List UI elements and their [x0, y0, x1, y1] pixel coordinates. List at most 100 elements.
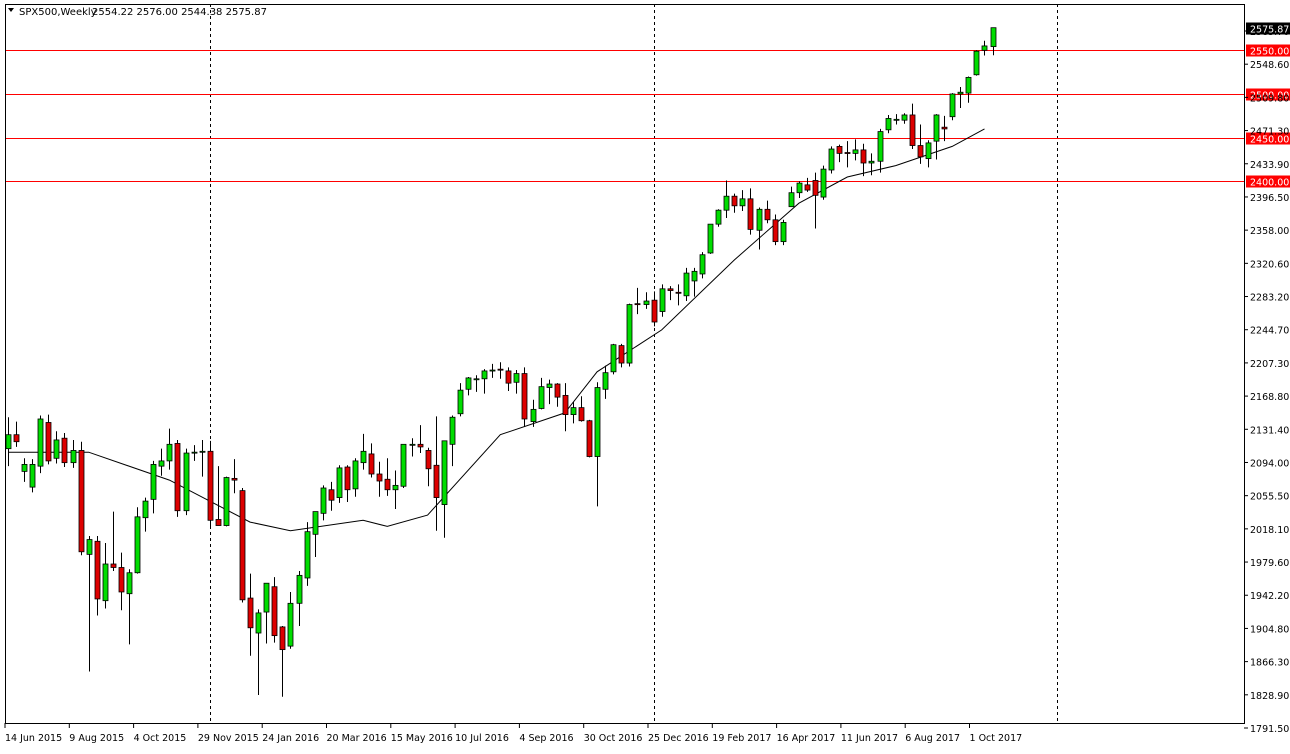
candle-body [651, 299, 658, 323]
candle-body [691, 270, 698, 282]
candle-body [530, 408, 537, 422]
candle-body [5, 434, 12, 450]
price-level-label-bg [1246, 132, 1290, 145]
candle-body [901, 114, 908, 121]
candle-body [166, 443, 173, 462]
candle-body [909, 114, 916, 146]
candle-body [860, 149, 867, 164]
price-level-label: 2450.00 [1250, 135, 1289, 146]
candle-body [699, 254, 706, 275]
candle-body [417, 443, 424, 448]
y-tick-label: 1942.20 [1250, 591, 1289, 602]
candle-body [634, 303, 641, 306]
candle-body [618, 345, 625, 364]
x-tick-label: 19 Feb 2017 [712, 733, 771, 744]
candle-body [86, 539, 93, 555]
candle-body [449, 416, 456, 445]
candle-body [489, 369, 496, 372]
candle-body [756, 208, 763, 231]
candle-body [570, 407, 577, 416]
candle-body [183, 452, 190, 512]
candle-body [457, 389, 464, 415]
price-level-label-bg [1246, 88, 1290, 101]
candle-body [231, 477, 238, 481]
candle-body [215, 519, 222, 526]
candle-body [538, 386, 545, 409]
candle-body [852, 149, 859, 154]
moving-average-line [8, 128, 985, 532]
candle-body [29, 464, 36, 488]
candles [5, 27, 997, 697]
price-level-label: 2500.00 [1250, 91, 1289, 102]
current-price-label-bg [1246, 22, 1290, 35]
y-tick-label: 2018.10 [1250, 525, 1289, 536]
symbol-dropdown-icon[interactable] [8, 8, 14, 12]
horizontal-lines: 2550.00 2500.00 2450.00 2400.00 [5, 44, 1290, 189]
y-tick-label: 1791.50 [1250, 724, 1289, 735]
candle-body [142, 500, 149, 519]
y-tick-label: 2055.50 [1250, 492, 1289, 503]
candle-body [336, 467, 343, 499]
candle-body [610, 344, 617, 373]
y-tick-label: 2396.50 [1250, 193, 1289, 204]
current-price-label: 2575.87 [1250, 25, 1289, 36]
candle-body [158, 460, 165, 467]
y-tick-label: 2358.00 [1250, 226, 1289, 237]
candle-body [312, 511, 319, 535]
candle-body [191, 451, 198, 454]
candle-body [877, 131, 884, 162]
y-tick-label: 2244.70 [1250, 326, 1289, 337]
candle-body [21, 464, 28, 472]
candle-body [812, 180, 819, 196]
candle-body [715, 209, 722, 225]
plot-frame [5, 4, 1245, 724]
candle-body [223, 477, 230, 526]
candle-body [207, 450, 214, 521]
candle-body [497, 368, 504, 371]
candle-body [933, 114, 940, 142]
candle-body [134, 516, 141, 574]
moving-average [8, 128, 985, 532]
y-tick-label: 2283.20 [1250, 293, 1289, 304]
candle-body [481, 370, 488, 380]
x-tick-label: 16 Apr 2017 [777, 733, 836, 744]
ohlc-readout: 2554.22 2576.00 2544.38 2575.87 [92, 7, 267, 18]
candle-body [788, 192, 795, 208]
y-tick-label: 1979.60 [1250, 558, 1289, 569]
y-axis-ticks: 2585.702548.602509.802471.302433.902396.… [1244, 22, 1290, 735]
candle-body [37, 418, 44, 467]
x-tick-label: 9 Aug 2015 [69, 733, 124, 744]
candle-body [731, 195, 738, 207]
candle-body [271, 586, 278, 637]
x-tick-label: 20 Mar 2016 [327, 733, 387, 744]
x-tick-label: 15 May 2016 [391, 733, 453, 744]
candle-body [546, 383, 553, 388]
candle-body [13, 434, 20, 443]
x-tick-label: 11 Jun 2017 [841, 733, 898, 744]
candle-body [400, 443, 407, 487]
candle-body [747, 198, 754, 230]
candle-body [320, 487, 327, 514]
candle-body [990, 27, 997, 48]
candle-body [683, 272, 690, 297]
candle-body [344, 466, 351, 491]
x-tick-label: 24 Jan 2016 [262, 733, 319, 744]
candle-body [296, 574, 303, 604]
y-tick-label: 2094.00 [1250, 458, 1289, 469]
candle-body [328, 489, 335, 501]
x-tick-label: 1 Oct 2017 [970, 733, 1023, 744]
candle-body [885, 118, 892, 131]
y-tick-label: 2168.80 [1250, 392, 1289, 403]
candle-body [675, 291, 682, 294]
candle-body [392, 484, 399, 491]
candle-body [360, 450, 367, 464]
x-axis-ticks: 14 Jun 2015 9 Aug 2015 4 Oct 2015 29 Nov 20… [4, 723, 1023, 744]
x-tick-label: 14 Jun 2015 [5, 733, 62, 744]
candle-body [772, 219, 779, 243]
candle-body [578, 407, 585, 422]
candle-body [239, 490, 246, 601]
symbol-label: SPX500,Weekly [19, 7, 97, 18]
candle-body [764, 208, 771, 221]
